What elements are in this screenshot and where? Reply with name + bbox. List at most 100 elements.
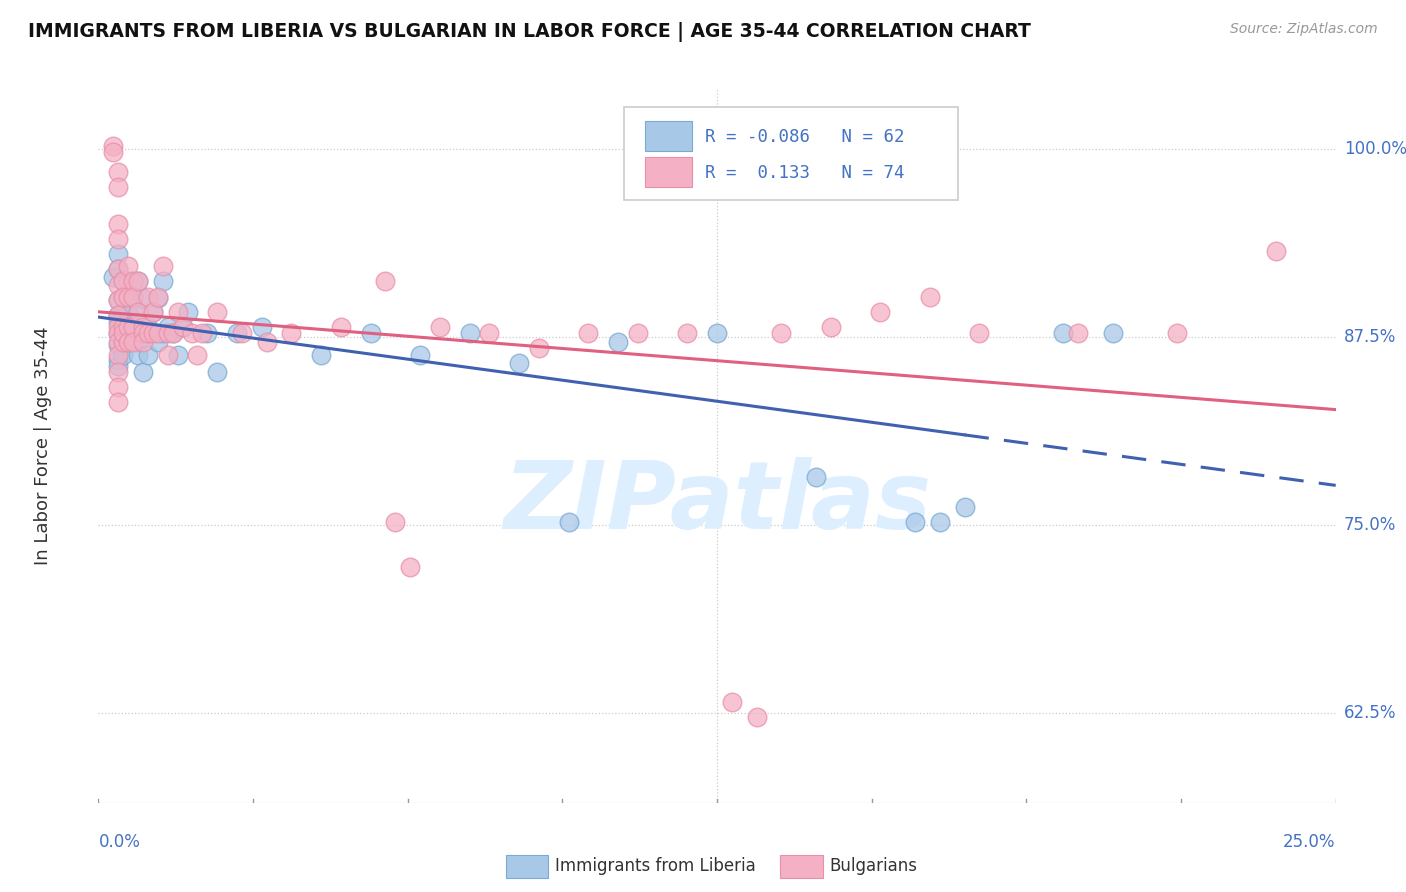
- Point: [107, 218, 129, 232]
- Point: [107, 277, 129, 292]
- Point: [557, 515, 579, 529]
- Point: [156, 319, 179, 334]
- Point: [122, 291, 145, 305]
- Point: [142, 326, 165, 340]
- Point: [146, 334, 169, 349]
- Point: [112, 318, 135, 332]
- Point: [706, 326, 728, 340]
- Point: [132, 326, 155, 340]
- Point: [904, 515, 927, 529]
- Point: [409, 348, 432, 362]
- FancyBboxPatch shape: [645, 121, 692, 152]
- Point: [256, 334, 278, 349]
- Point: [103, 139, 125, 153]
- Point: [186, 348, 208, 362]
- Point: [869, 304, 891, 318]
- Point: [127, 348, 149, 362]
- Point: [231, 326, 253, 340]
- Point: [117, 304, 139, 318]
- Point: [607, 334, 630, 349]
- Point: [107, 262, 129, 277]
- FancyBboxPatch shape: [624, 107, 959, 200]
- Point: [205, 365, 228, 379]
- Point: [1166, 326, 1188, 340]
- Point: [112, 326, 135, 340]
- Point: [107, 308, 129, 322]
- Point: [132, 326, 155, 340]
- Point: [107, 359, 129, 373]
- Text: Immigrants from Liberia: Immigrants from Liberia: [555, 857, 756, 875]
- Point: [127, 275, 149, 289]
- Point: [205, 304, 228, 318]
- Point: [429, 319, 451, 334]
- Point: [107, 262, 129, 277]
- Point: [142, 304, 165, 318]
- Point: [107, 247, 129, 261]
- Point: [107, 293, 129, 307]
- Point: [132, 291, 155, 305]
- Point: [166, 304, 188, 318]
- Point: [112, 289, 135, 303]
- Point: [745, 710, 768, 724]
- Point: [146, 291, 169, 305]
- Point: [478, 326, 501, 340]
- Text: Source: ZipAtlas.com: Source: ZipAtlas.com: [1230, 22, 1378, 37]
- Text: Bulgarians: Bulgarians: [830, 857, 918, 875]
- Point: [918, 289, 941, 303]
- Point: [136, 326, 159, 340]
- Point: [374, 275, 396, 289]
- Point: [107, 319, 129, 334]
- Point: [162, 326, 184, 340]
- Point: [107, 232, 129, 246]
- Point: [122, 289, 145, 303]
- Point: [458, 326, 481, 340]
- Point: [146, 326, 169, 340]
- Point: [107, 352, 129, 367]
- Point: [107, 308, 129, 322]
- Point: [508, 356, 530, 370]
- Point: [250, 319, 273, 334]
- Text: IMMIGRANTS FROM LIBERIA VS BULGARIAN IN LABOR FORCE | AGE 35-44 CORRELATION CHAR: IMMIGRANTS FROM LIBERIA VS BULGARIAN IN …: [28, 22, 1031, 42]
- Point: [117, 334, 139, 349]
- Point: [132, 319, 155, 334]
- Point: [127, 275, 149, 289]
- Point: [127, 304, 149, 318]
- Point: [191, 326, 214, 340]
- Point: [384, 515, 406, 529]
- Point: [360, 326, 382, 340]
- Point: [329, 319, 352, 334]
- Point: [136, 319, 159, 334]
- Point: [132, 365, 155, 379]
- Point: [117, 334, 139, 349]
- Point: [627, 326, 650, 340]
- Point: [132, 334, 155, 349]
- Point: [122, 319, 145, 334]
- Point: [107, 334, 129, 349]
- Point: [103, 270, 125, 285]
- Text: 62.5%: 62.5%: [1344, 704, 1396, 722]
- Point: [176, 304, 198, 318]
- Text: 100.0%: 100.0%: [1344, 140, 1406, 158]
- Point: [107, 337, 129, 351]
- Point: [107, 165, 129, 179]
- Point: [166, 348, 188, 362]
- Point: [953, 500, 976, 514]
- Point: [152, 260, 174, 274]
- Text: R = -0.086   N = 62: R = -0.086 N = 62: [704, 128, 904, 146]
- Point: [112, 326, 135, 340]
- Point: [162, 326, 184, 340]
- Point: [226, 326, 249, 340]
- Point: [107, 326, 129, 340]
- Point: [107, 379, 129, 393]
- Text: 25.0%: 25.0%: [1284, 833, 1336, 851]
- Point: [280, 326, 302, 340]
- Point: [122, 326, 145, 340]
- Point: [107, 315, 129, 329]
- Text: ZIPatlas: ZIPatlas: [503, 457, 931, 549]
- Point: [804, 470, 827, 484]
- Point: [172, 319, 194, 334]
- Point: [1052, 326, 1074, 340]
- Point: [127, 304, 149, 318]
- Point: [152, 326, 174, 340]
- Point: [127, 334, 149, 349]
